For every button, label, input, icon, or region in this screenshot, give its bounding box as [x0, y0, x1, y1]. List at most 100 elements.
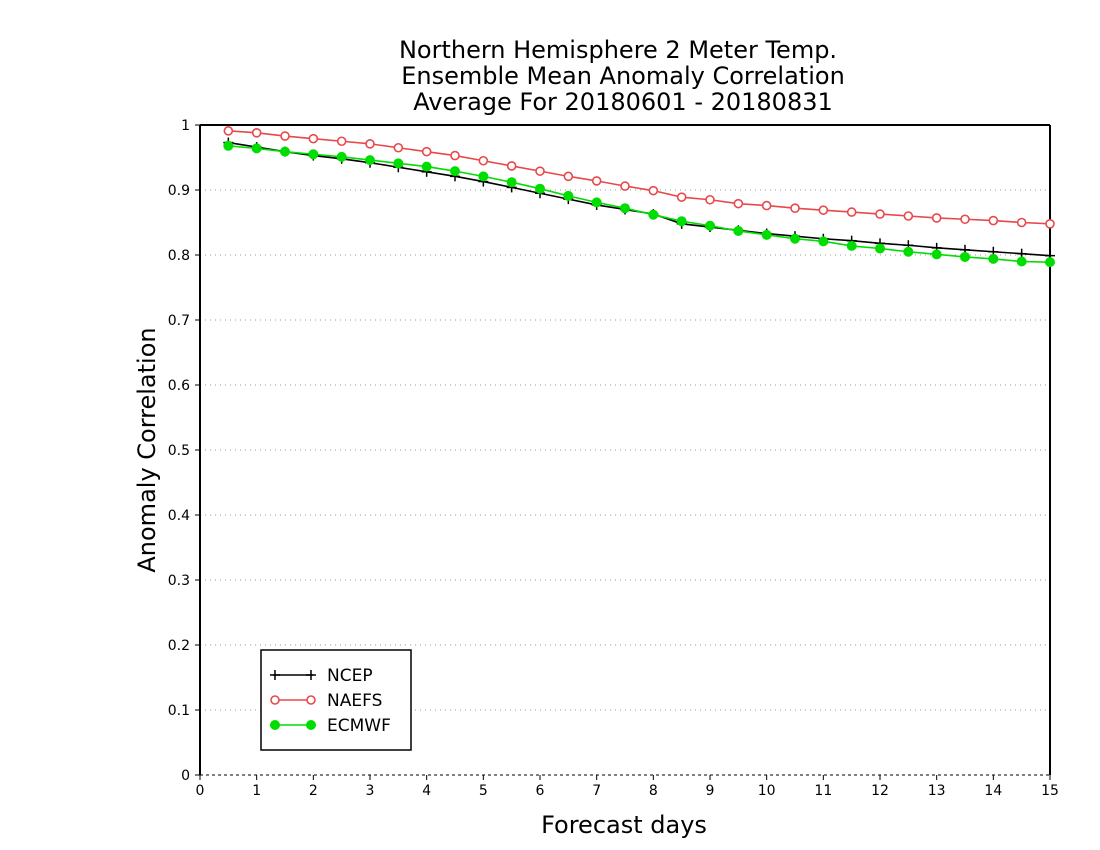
data-point-ecmwf: [705, 220, 715, 231]
data-point-naefs: [733, 198, 744, 209]
data-point-naefs: [506, 161, 517, 171]
data-point-ecmwf: [761, 229, 772, 240]
data-point-ecmwf: [620, 203, 630, 214]
data-point-naefs: [308, 133, 319, 144]
data-point-naefs: [818, 205, 829, 215]
series-naefs: [223, 126, 1055, 229]
series-ncep: [223, 137, 1055, 261]
x-tick-label: 6: [536, 783, 545, 799]
series-line-ncep: [228, 141, 1051, 257]
x-tick-label: 3: [366, 783, 375, 799]
legend-marker: [270, 720, 280, 730]
data-point-naefs: [280, 131, 290, 141]
data-point-ecmwf: [421, 161, 432, 172]
legend-entry-ncep: NCEP: [270, 666, 373, 686]
data-point-ecmwf: [308, 149, 319, 160]
data-point-ecmwf: [506, 177, 517, 188]
data-point-naefs: [1016, 217, 1027, 228]
y-tick-label: 0.7: [168, 313, 190, 329]
data-point-naefs: [1045, 219, 1055, 229]
data-point-ecmwf: [478, 171, 489, 182]
legend-marker: [306, 720, 316, 730]
x-tick-label: 10: [758, 783, 776, 799]
gridlines: [200, 189, 1050, 711]
data-point-naefs: [960, 214, 970, 225]
x-tick-label: 12: [871, 783, 889, 799]
legend-entry-naefs: NAEFS: [270, 691, 382, 711]
x-tick-label: 2: [309, 783, 318, 799]
data-point-naefs: [365, 139, 375, 149]
data-point-ecmwf: [336, 151, 347, 162]
data-point-naefs: [563, 171, 574, 182]
data-point-naefs: [988, 215, 999, 226]
data-point-ecmwf: [365, 155, 375, 166]
legend-marker: [306, 670, 316, 680]
data-point-naefs: [393, 142, 404, 153]
y-tick-label: 0.8: [168, 248, 190, 264]
series: [223, 126, 1055, 268]
y-tick-label: 0.4: [168, 508, 190, 524]
data-point-ecmwf: [280, 146, 290, 157]
y-tick-label: 0.5: [168, 443, 190, 459]
data-point-ecmwf: [676, 216, 687, 227]
data-point-ecmwf: [875, 243, 885, 254]
series-ecmwf: [223, 140, 1055, 268]
axes: 00.10.20.30.40.50.60.70.80.910 1 2 3 4 5 6 7 8 9 1…: [168, 118, 1059, 799]
title-line-3: Average For 20180601 - 20180831: [413, 88, 833, 116]
data-point-naefs: [223, 126, 234, 136]
data-point-naefs: [648, 185, 659, 196]
legend-label: ECMWF: [327, 716, 391, 736]
data-point-ecmwf: [988, 253, 999, 264]
data-point-ecmwf: [960, 251, 970, 262]
data-point-naefs: [931, 213, 942, 223]
y-tick-label: 0.2: [168, 638, 190, 654]
data-point-naefs: [591, 176, 602, 186]
data-point-naefs: [846, 207, 857, 217]
series-line-ecmwf: [228, 145, 1051, 263]
legend-label: NCEP: [327, 666, 373, 686]
data-point-naefs: [535, 166, 545, 176]
data-point-ecmwf: [903, 246, 914, 257]
data-point-ecmwf: [790, 233, 800, 244]
data-point-ecmwf: [1045, 257, 1055, 268]
data-point-ecmwf: [818, 236, 829, 247]
y-tick-label: 0: [181, 768, 190, 784]
legend-marker: [306, 695, 316, 705]
x-tick-label: 14: [984, 783, 1002, 799]
y-tick-label: 0.6: [168, 378, 190, 394]
legend-marker: [270, 670, 280, 680]
x-tick-label: 9: [706, 783, 715, 799]
data-point-naefs: [450, 150, 460, 161]
data-point-ecmwf: [535, 183, 545, 194]
series-line-naefs: [228, 130, 1051, 225]
x-tick-label: 11: [814, 783, 832, 799]
data-point-ecmwf: [563, 190, 574, 201]
legend-marker: [270, 695, 280, 705]
y-tick-label: 0.9: [168, 183, 190, 199]
data-point-ecmwf: [223, 140, 234, 151]
x-tick-label: 1: [252, 783, 261, 799]
data-point-naefs: [903, 211, 914, 221]
data-point-naefs: [421, 146, 432, 157]
x-tick-label: 4: [422, 783, 431, 799]
data-point-ecmwf: [846, 240, 857, 251]
title-line-1: Northern Hemisphere 2 Meter Temp.: [399, 36, 837, 64]
chart-title: Northern Hemisphere 2 Meter Temp. Ensemb…: [399, 36, 845, 116]
data-point-naefs: [251, 128, 262, 138]
x-tick-label: 8: [649, 783, 658, 799]
data-point-naefs: [790, 203, 800, 213]
legend-label: NAEFS: [327, 691, 382, 711]
title-line-2: Ensemble Mean Anomaly Correlation: [401, 62, 845, 90]
y-tick-label: 0.3: [168, 573, 190, 589]
data-point-naefs: [336, 136, 347, 147]
data-point-ecmwf: [251, 143, 262, 154]
x-tick-label: 0: [196, 783, 205, 799]
data-point-ecmwf: [450, 166, 460, 177]
data-point-naefs: [620, 181, 630, 191]
data-point-ecmwf: [393, 158, 404, 169]
data-point-ecmwf: [1016, 256, 1027, 267]
data-point-ecmwf: [733, 225, 744, 236]
x-tick-label: 5: [479, 783, 488, 799]
